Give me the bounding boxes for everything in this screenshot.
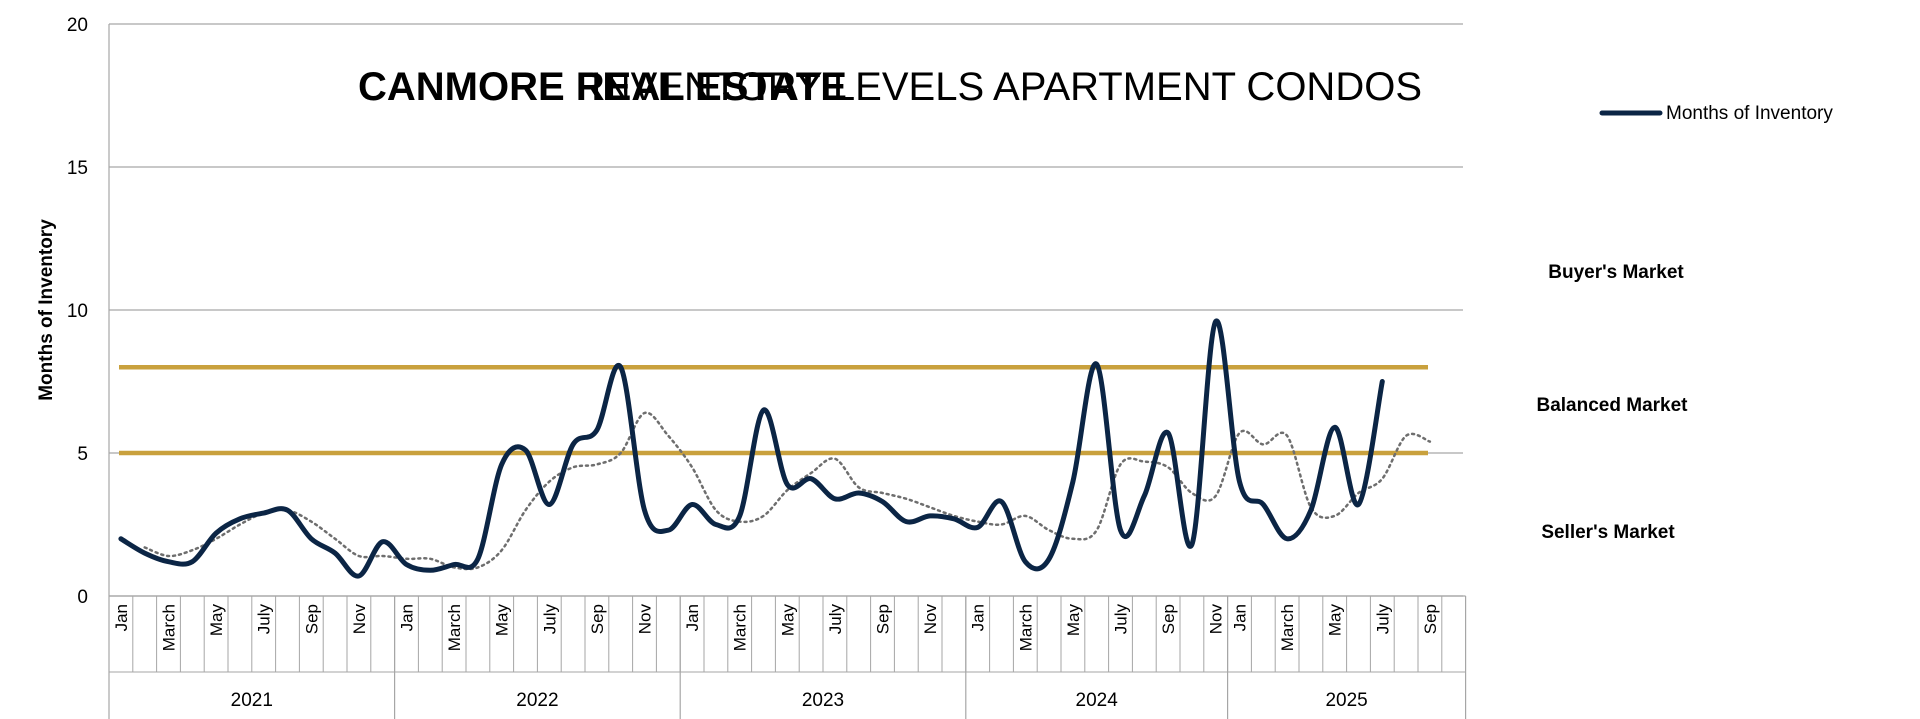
y-tick-label: 20 [67, 15, 88, 36]
month-tick-label: Sep [1159, 604, 1178, 634]
zone-label-balanced: Balanced Market [1536, 395, 1688, 416]
month-tick-label: March [731, 604, 750, 651]
month-tick-label: March [445, 604, 464, 651]
month-tick-label: Nov [921, 604, 940, 635]
month-tick-label: Sep [302, 604, 321, 634]
year-label: 2024 [1076, 690, 1119, 711]
series-layer [118, 318, 1432, 579]
month-tick-label: Sep [1421, 604, 1440, 634]
month-tick-label: Jan [1231, 604, 1250, 631]
month-tick-label: March [1278, 604, 1297, 651]
year-label: 2021 [231, 690, 273, 711]
y-axis-label: Months of Inventory [36, 219, 57, 401]
month-tick-label: May [1064, 604, 1083, 637]
trend-series-line [143, 411, 1432, 571]
month-tick-label: July [255, 604, 274, 635]
month-tick-label: Jan [398, 604, 417, 631]
legend: Months of Inventory [1599, 103, 1833, 124]
month-tick-label: Jan [112, 604, 131, 631]
month-tick-label: May [207, 604, 226, 637]
month-tick-label: March [160, 604, 179, 651]
year-label: 2022 [516, 690, 558, 711]
month-tick-label: July [1112, 604, 1131, 635]
month-tick-label: March [1016, 604, 1035, 651]
year-label: 2025 [1325, 690, 1367, 711]
month-tick-label: July [1373, 604, 1392, 635]
y-tick-label: 10 [67, 301, 88, 322]
y-axis: 0 5 10 15 20 [67, 15, 110, 608]
y-tick-label: 5 [77, 444, 88, 465]
x-axis: Jan March May July Sep Nov 2021 Jan March May July… [108, 595, 1467, 719]
grid-layer [109, 23, 1463, 597]
month-tick-label: Jan [683, 604, 702, 631]
month-tick-label: May [1326, 604, 1345, 637]
month-tick-label: May [493, 604, 512, 637]
y-tick-label: 0 [77, 587, 88, 608]
zone-label-buyers: Buyer's Market [1548, 262, 1684, 283]
months-of-inventory-line [118, 318, 1385, 579]
month-tick-label: July [540, 604, 559, 635]
legend-entry: Months of Inventory [1666, 103, 1833, 124]
month-tick-label: Nov [636, 604, 655, 635]
month-tick-label: Sep [588, 604, 607, 634]
month-tick-label: Nov [1207, 604, 1226, 635]
month-tick-label: Jan [969, 604, 988, 631]
y-tick-label: 15 [67, 158, 88, 179]
month-tick-label: Nov [350, 604, 369, 635]
month-tick-label: July [826, 604, 845, 635]
chart-title-bold: CANMORE REAL ESTATE [358, 65, 847, 109]
chart-title-rest: INVENTORY LEVELS APARTMENT CONDOS [591, 65, 1422, 109]
month-tick-label: May [778, 604, 797, 637]
month-tick-label: Sep [874, 604, 893, 634]
year-label: 2023 [802, 690, 844, 711]
zone-label-sellers: Seller's Market [1541, 522, 1675, 543]
